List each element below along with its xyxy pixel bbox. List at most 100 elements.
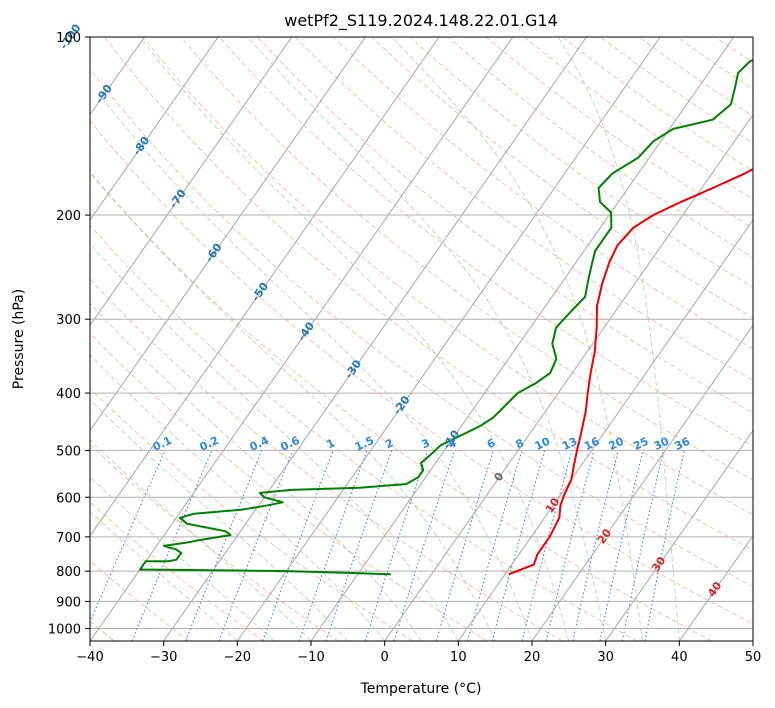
y-tick: 900 xyxy=(56,595,90,610)
x-tick: −10 xyxy=(297,641,325,665)
x-tick-label: −40 xyxy=(76,650,103,665)
mixing-ratio-line xyxy=(467,450,523,641)
mixing-ratio-label: 25 xyxy=(631,435,650,453)
moist-adiabat xyxy=(90,439,312,641)
isotherm xyxy=(90,37,219,221)
x-tick: 40 xyxy=(671,641,688,665)
isotherm xyxy=(163,37,587,641)
y-axis-ticks: 100 200 300 400 500 600 700 800 900 1000 xyxy=(48,31,90,637)
y-tick-label: 500 xyxy=(56,444,81,459)
moist-adiabat xyxy=(391,37,643,641)
isotherm xyxy=(678,534,753,641)
mixing-ratio-line xyxy=(262,450,334,641)
moist-adiabat xyxy=(247,37,607,641)
moist-adiabat xyxy=(557,37,680,641)
y-tick-label: 300 xyxy=(56,313,81,328)
y-axis-label: Pressure (hPa) xyxy=(11,289,27,389)
y-tick-label: 1000 xyxy=(48,622,81,637)
x-tick-label: −30 xyxy=(150,650,177,665)
moist-adiabat xyxy=(90,476,275,641)
x-tick-label: −10 xyxy=(297,650,324,665)
pressure-gridlines xyxy=(90,37,753,629)
mixing-ratio-label: 16 xyxy=(582,435,602,453)
mixing-ratio-label: 10 xyxy=(533,435,553,453)
isotherm xyxy=(236,37,661,641)
dry-adiabat xyxy=(90,119,753,625)
dry-adiabat xyxy=(90,278,563,641)
mixing-ratio-label: 30 xyxy=(652,435,672,453)
x-tick-label: 10 xyxy=(450,650,467,665)
dry-adiabat xyxy=(90,67,753,588)
x-tick: 30 xyxy=(597,641,614,665)
mixing-ratio-line xyxy=(218,450,294,641)
moist-adiabat xyxy=(90,302,422,641)
y-tick: 300 xyxy=(56,313,90,328)
dewpoint-line xyxy=(139,58,753,576)
dry-adiabat xyxy=(333,37,753,350)
isotherm xyxy=(531,324,753,641)
mixing-ratio-line xyxy=(131,450,213,641)
dry-adiabat xyxy=(90,332,488,641)
x-tick: 50 xyxy=(745,641,762,665)
dry-adiabat xyxy=(90,172,712,641)
chart-title: wetPf2_S119.2024.148.22.01.G14 xyxy=(284,11,558,31)
mixing-ratio-line xyxy=(185,450,263,641)
mixing-ratio-line xyxy=(325,450,393,641)
x-tick-label: 0 xyxy=(381,650,389,665)
y-tick: 100 xyxy=(56,31,90,46)
mixing-ratio-label: 36 xyxy=(673,435,693,453)
dry-adiabat xyxy=(142,37,753,516)
isotherm xyxy=(90,37,440,537)
y-tick: 800 xyxy=(56,565,90,580)
y-tick: 400 xyxy=(56,387,90,402)
moist-adiabat xyxy=(90,398,349,641)
isotherm xyxy=(90,37,366,432)
y-tick-label: 600 xyxy=(56,491,81,506)
y-tick-label: 700 xyxy=(56,531,81,546)
mixing-ratio-line xyxy=(572,450,619,641)
mixing-ratio-line xyxy=(545,450,595,641)
moist-adiabat xyxy=(139,37,570,641)
mixing-ratio-line xyxy=(90,450,166,624)
x-axis-ticks: −40 −30 −20 −10 0 10 20 30 40 50 xyxy=(76,641,761,665)
y-tick-label: 900 xyxy=(56,595,81,610)
y-tick-label: 400 xyxy=(56,387,81,402)
y-tick-label: 200 xyxy=(56,209,81,224)
moist-adiabat xyxy=(98,93,533,641)
x-tick: −40 xyxy=(76,641,104,665)
isotherm xyxy=(605,429,753,641)
y-tick: 1000 xyxy=(48,622,90,637)
plot-frame xyxy=(89,36,754,642)
dry-adiabat xyxy=(295,37,753,382)
isotherm xyxy=(90,37,514,641)
x-tick-label: 50 xyxy=(745,650,762,665)
y-tick: 700 xyxy=(56,531,90,546)
mixing-ratio-line xyxy=(364,450,429,641)
y-tick: 600 xyxy=(56,491,90,506)
profile-series xyxy=(139,58,753,576)
background-lines xyxy=(90,37,775,641)
x-axis-label: Temperature (°C) xyxy=(360,681,482,697)
x-tick: 20 xyxy=(524,641,540,665)
mixing-ratio-label: 20 xyxy=(607,435,627,453)
plot-background xyxy=(90,37,753,641)
mixing-ratio-line xyxy=(521,450,573,641)
x-tick: −20 xyxy=(224,641,251,665)
isotherm xyxy=(90,37,293,327)
x-tick: −30 xyxy=(150,641,177,665)
x-tick-label: 30 xyxy=(597,650,614,665)
y-tick: 200 xyxy=(56,209,90,224)
mixing-ratio-line xyxy=(435,450,494,641)
x-tick: 10 xyxy=(450,641,467,665)
x-tick-label: −20 xyxy=(224,650,251,665)
isotherm xyxy=(310,37,735,641)
dry-adiabat xyxy=(753,37,775,641)
temperature-line xyxy=(508,168,753,576)
isotherm xyxy=(752,640,753,641)
dry-adiabat xyxy=(371,37,753,319)
isotherm xyxy=(457,219,753,641)
y-tick-label: 100 xyxy=(56,31,81,46)
dry-adiabat xyxy=(218,37,753,447)
y-tick-label: 800 xyxy=(56,565,81,580)
